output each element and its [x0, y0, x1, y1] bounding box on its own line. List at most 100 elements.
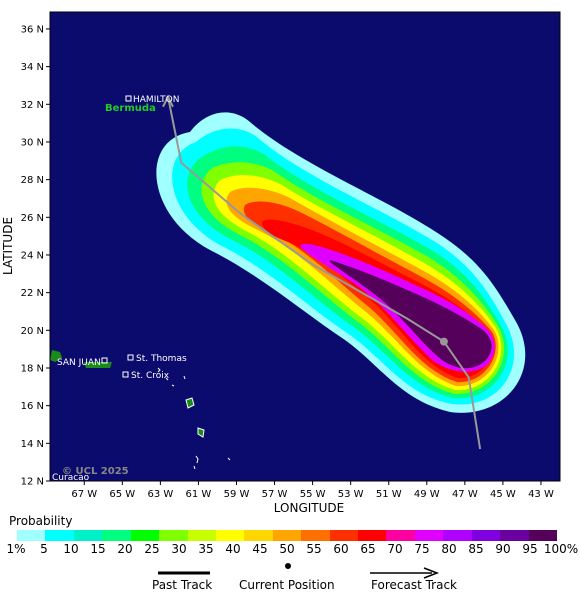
hamilton-label: HAMILTON — [133, 95, 179, 105]
probability-scale-label: 1% — [6, 542, 26, 556]
lat-tick-label: 18 N — [21, 363, 44, 374]
lat-tick-label: 32 N — [21, 100, 44, 111]
lon-tick-label: 59 W — [224, 489, 250, 500]
lat-tick-label: 12 N — [21, 477, 44, 488]
lon-tick-label: 45 W — [490, 489, 516, 500]
probability-scale-label: 85 — [468, 542, 484, 556]
probability-swatch — [443, 530, 472, 541]
track-legend-symbols — [158, 563, 440, 579]
probability-swatch — [102, 530, 131, 541]
lat-tick-label: 16 N — [21, 401, 44, 412]
y-axis-title: LATITUDE — [1, 217, 15, 275]
probability-swatch — [500, 530, 529, 541]
lon-tick-label: 49 W — [414, 489, 440, 500]
forecast-track-line — [167, 96, 482, 450]
lon-tick-label: 53 W — [338, 489, 364, 500]
st-thomas-label: St. Thomas — [136, 354, 187, 364]
probability-scale-label: 50 — [279, 542, 295, 556]
probability-swatch — [187, 530, 216, 541]
copyright-text: © UCL 2025 — [62, 466, 129, 477]
probability-swatch — [215, 530, 245, 541]
probability-band-10 — [329, 260, 492, 369]
current-position-marker — [439, 337, 448, 346]
probability-scale-label: 45 — [252, 542, 268, 556]
lat-tick-label: 34 N — [21, 62, 44, 73]
probability-swatch — [159, 530, 188, 541]
probability-swatch — [45, 530, 74, 541]
probability-swatch — [386, 530, 415, 541]
lat-tick-label: 20 N — [21, 326, 44, 337]
lon-tick-label: 67 W — [71, 489, 97, 500]
puerto-rico — [50, 350, 62, 362]
probability-scale-label: 20 — [117, 542, 133, 556]
probability-swatch — [130, 530, 160, 541]
probability-swatch — [414, 530, 444, 541]
probability-color-scale — [17, 530, 558, 541]
probability-scale-label: 10 — [63, 542, 79, 556]
lat-tick-label: 14 N — [21, 439, 44, 450]
lon-tick-label: 43 W — [528, 489, 554, 500]
probability-scale-label: 40 — [225, 542, 241, 556]
current-position-symbol — [285, 563, 291, 569]
probability-swatch — [301, 530, 330, 541]
forecast-arrow-head-icon — [423, 567, 440, 579]
curacao-label: Curacao — [52, 473, 90, 483]
probability-legend-title: Probability — [9, 514, 73, 528]
probability-swatch — [329, 530, 359, 541]
lat-tick-label: 26 N — [21, 213, 44, 224]
probability-swath — [156, 112, 526, 413]
place-labels: HAMILTON Bermuda SAN JUAN St. Thomas St.… — [52, 95, 187, 483]
lat-tick-label: 28 N — [21, 175, 44, 186]
san-juan-marker — [101, 357, 108, 364]
lon-tick-label: 57 W — [262, 489, 288, 500]
probability-swatch — [73, 530, 103, 541]
st-thomas-marker — [127, 354, 134, 361]
probability-swatch — [17, 530, 46, 541]
lat-tick-label: 22 N — [21, 288, 44, 299]
probability-swatch — [244, 530, 273, 541]
probability-scale-label: 70 — [387, 542, 403, 556]
forecast-track-label: Forecast Track — [371, 578, 457, 592]
probability-scale-label: 25 — [144, 542, 160, 556]
probability-scale-label: 60 — [333, 542, 349, 556]
probability-scale-label: 75 — [414, 542, 430, 556]
probability-scale-label: 95 — [522, 542, 538, 556]
lon-tick-label: 65 W — [109, 489, 135, 500]
probability-swatch — [471, 530, 501, 541]
lat-tick-label: 30 N — [21, 137, 44, 148]
probability-scale-label: 15 — [90, 542, 106, 556]
lon-tick-label: 51 W — [376, 489, 402, 500]
lon-tick-label: 47 W — [452, 489, 478, 500]
hamilton-marker — [125, 95, 132, 102]
probability-scale-labels: 1% 5 10 15 20 25 30 35 40 45 50 55 60 65 70 75 80 85 90 95 1… — [0, 542, 580, 558]
probability-map: 36 N 34 N 32 N 30 N 28 N 26 N 24 N 22 N 20 N 18 N… — [1, 11, 561, 512]
lat-tick-label: 24 N — [21, 250, 44, 261]
st-croix-marker — [122, 371, 129, 378]
current-position-label: Current Position — [239, 578, 335, 592]
st-croix-label: St. Croix — [131, 371, 170, 381]
probability-scale-label: 30 — [171, 542, 187, 556]
probability-scale-label: 5 — [40, 542, 48, 556]
track-arrow — [162, 94, 174, 108]
track-legend: Past Track Current Position Forecast Tra… — [0, 560, 580, 600]
lat-tick-label: 36 N — [21, 24, 44, 35]
probability-swatch — [358, 530, 387, 541]
lon-tick-label: 63 W — [147, 489, 173, 500]
map-grid-axes: 36 N 34 N 32 N 30 N 28 N 26 N 24 N 22 N 20 N 18 N… — [21, 11, 561, 500]
probability-scale-label: 80 — [441, 542, 457, 556]
map-frame — [49, 11, 561, 482]
san-juan-label: SAN JUAN — [57, 358, 101, 368]
bermuda-label: Bermuda — [105, 103, 156, 114]
probability-scale-label: 35 — [198, 542, 214, 556]
probability-scale-label: 100% — [543, 542, 579, 556]
lon-tick-label: 55 W — [300, 489, 326, 500]
lesser-antilles-outline — [157, 367, 231, 470]
probability-scale-label: 65 — [360, 542, 376, 556]
probability-scale-label: 55 — [306, 542, 322, 556]
lon-tick-label: 61 W — [186, 489, 212, 500]
probability-swatch — [528, 530, 558, 541]
past-track-label: Past Track — [152, 578, 213, 592]
probability-swatch — [272, 530, 302, 541]
x-axis-title: LONGITUDE — [274, 501, 344, 512]
probability-scale-label: 90 — [495, 542, 511, 556]
